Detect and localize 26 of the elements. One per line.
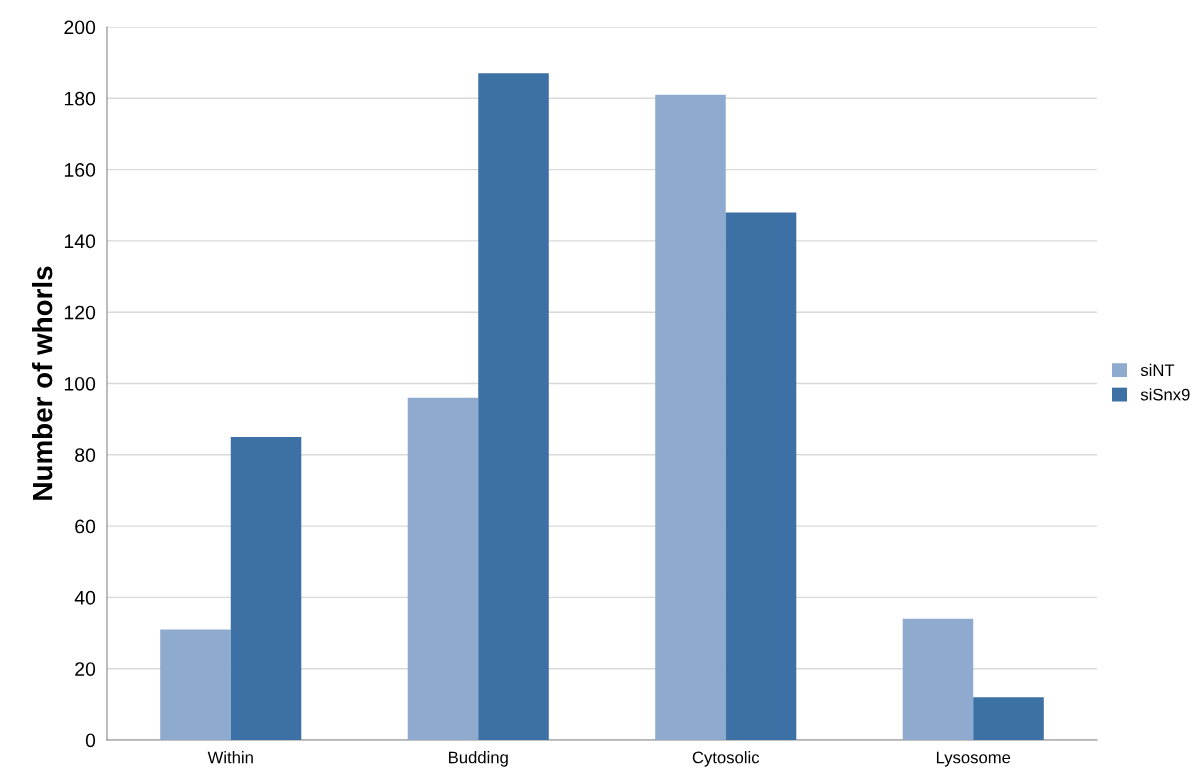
bar xyxy=(160,629,231,740)
y-tick-label: 160 xyxy=(64,163,96,177)
bar xyxy=(902,618,974,740)
y-tick-label: 200 xyxy=(64,20,96,35)
y-tick-label: 60 xyxy=(75,519,96,534)
y-tick-label: 40 xyxy=(74,590,96,605)
x-tick-label: Cytosolic xyxy=(692,751,760,767)
legend-label: siNT xyxy=(1140,363,1175,377)
bar xyxy=(478,73,549,740)
bar xyxy=(407,397,479,740)
bar xyxy=(725,212,797,740)
y-tick-label: 0 xyxy=(85,733,96,748)
y-tick-label: 80 xyxy=(75,448,96,463)
legend-label: siSnx9 xyxy=(1140,388,1190,401)
bar xyxy=(230,436,302,740)
x-tick-label: Lysosome xyxy=(936,751,1011,767)
y-tick-label: 120 xyxy=(64,305,96,320)
bar xyxy=(655,94,726,740)
y-tick-label: 180 xyxy=(64,91,96,106)
x-tick-label: Budding xyxy=(449,751,508,767)
bar xyxy=(973,697,1044,740)
y-axis-title: Number of whorls xyxy=(32,266,53,500)
y-tick-label: 140 xyxy=(64,234,96,249)
x-tick-label: Within xyxy=(207,751,253,764)
y-tick-label: 100 xyxy=(64,376,96,391)
y-tick-label: 20 xyxy=(75,662,96,676)
